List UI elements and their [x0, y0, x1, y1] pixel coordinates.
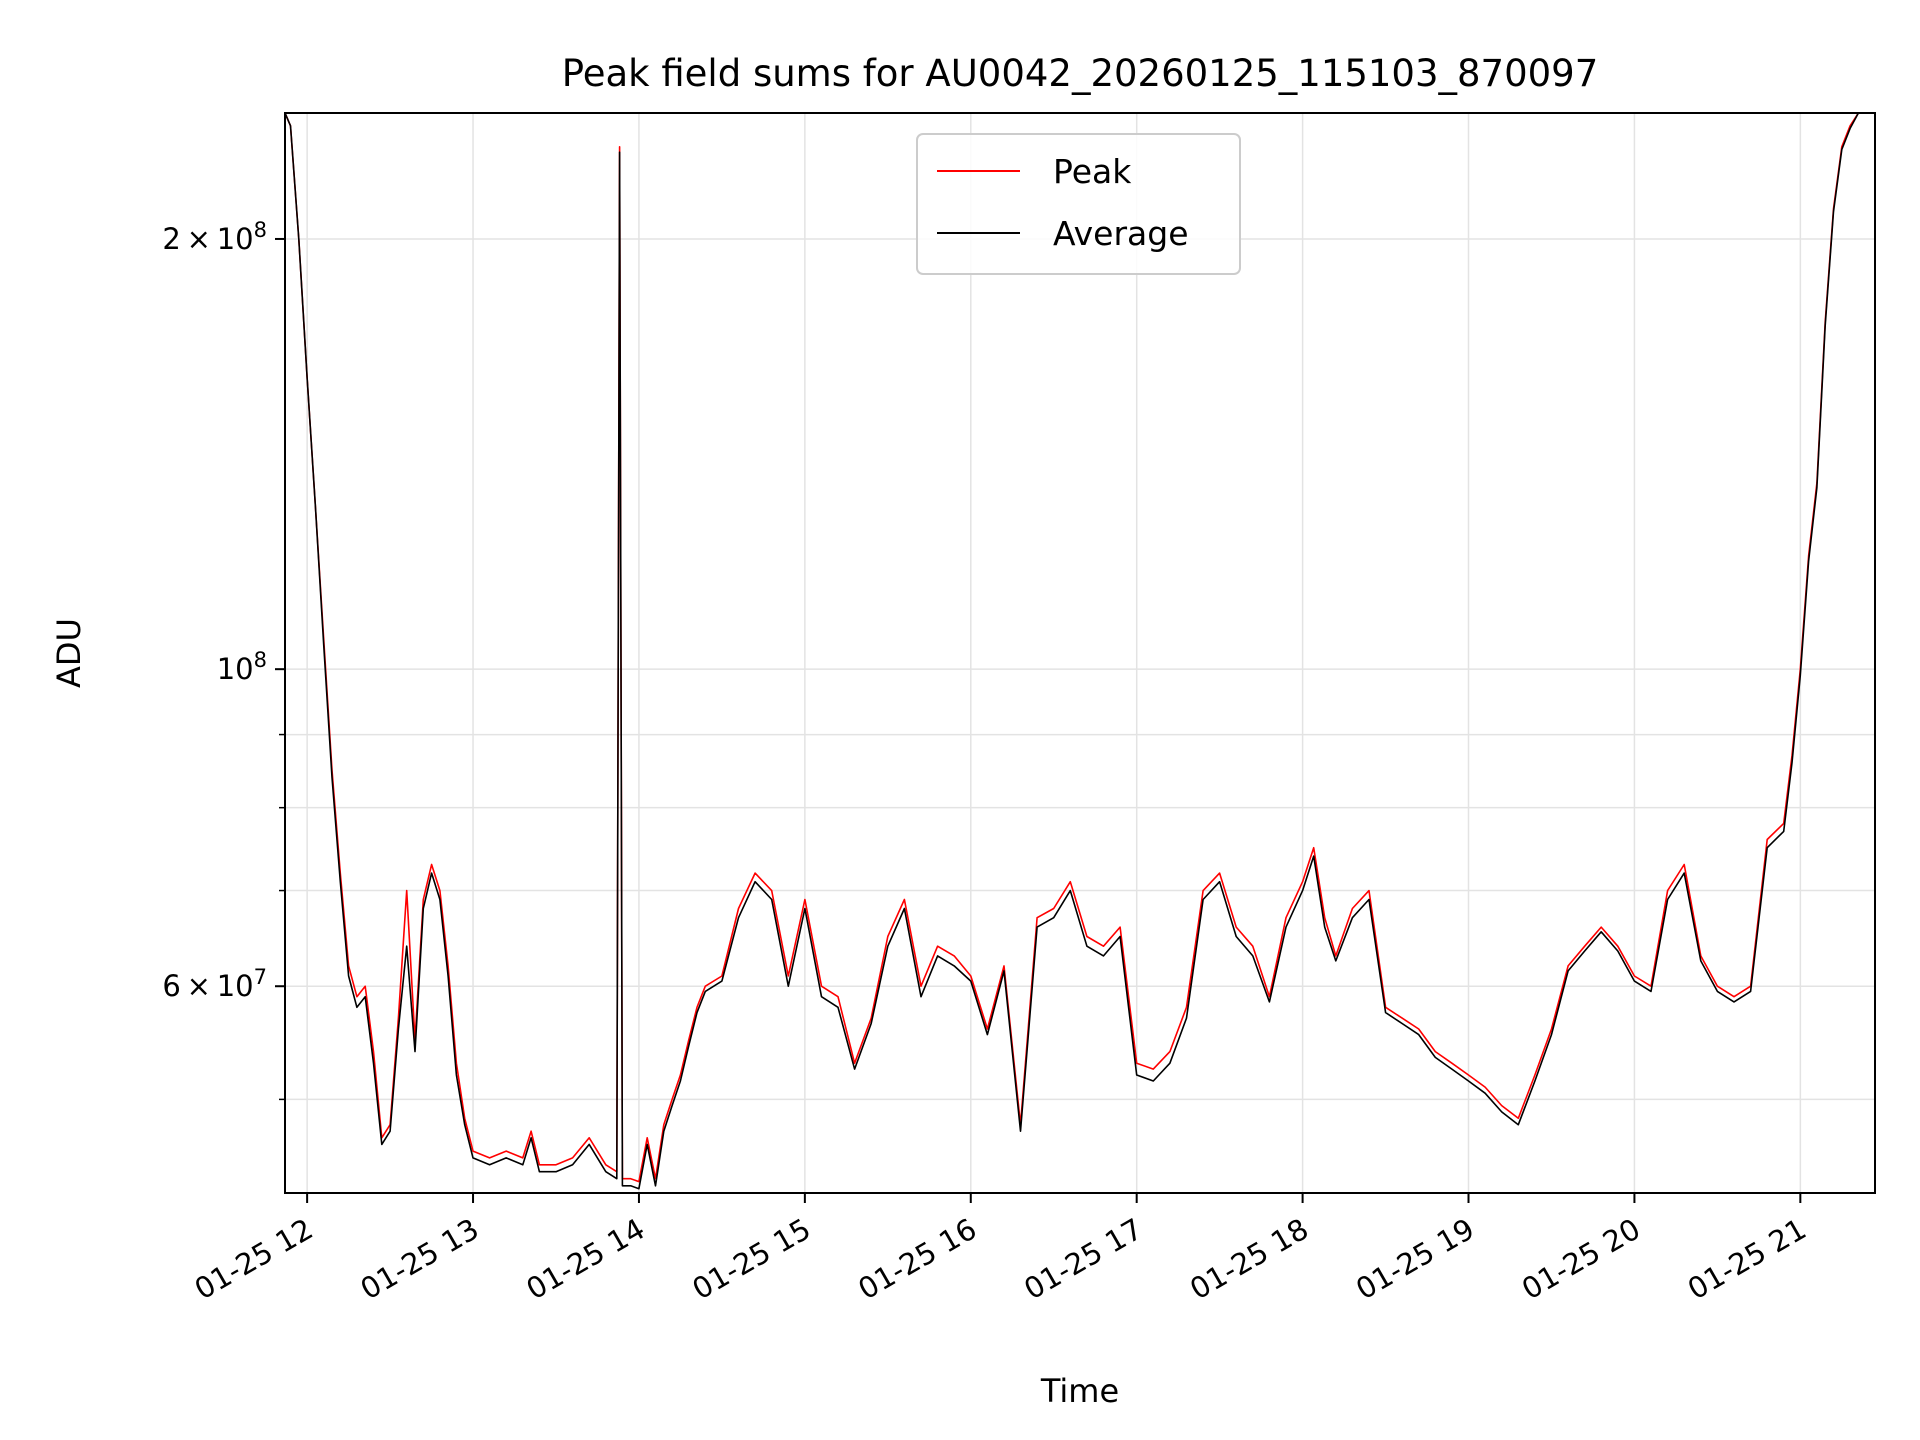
y-tick-label: 2 × 108 [162, 218, 267, 256]
legend-label-average: Average [1053, 214, 1189, 253]
y-tick-label: 6 × 107 [162, 965, 267, 1003]
legend-label-peak: Peak [1053, 152, 1132, 191]
y-tick-label: 108 [217, 648, 267, 686]
plot-frame [284, 112, 1876, 1194]
y-axis-label: ADU [50, 618, 88, 688]
legend: Peak Average [916, 133, 1241, 275]
series-line-average [284, 112, 1867, 1190]
series-line-peak [284, 112, 1867, 1183]
series-layer [284, 112, 1867, 1190]
y-axis: 2 × 108 108 6 × 107 [162, 218, 285, 1101]
x-axis-label: Time [1040, 1372, 1119, 1410]
chart-title: Peak field sums for AU0042_20260125_1151… [562, 52, 1599, 95]
legend-box [916, 133, 1241, 275]
